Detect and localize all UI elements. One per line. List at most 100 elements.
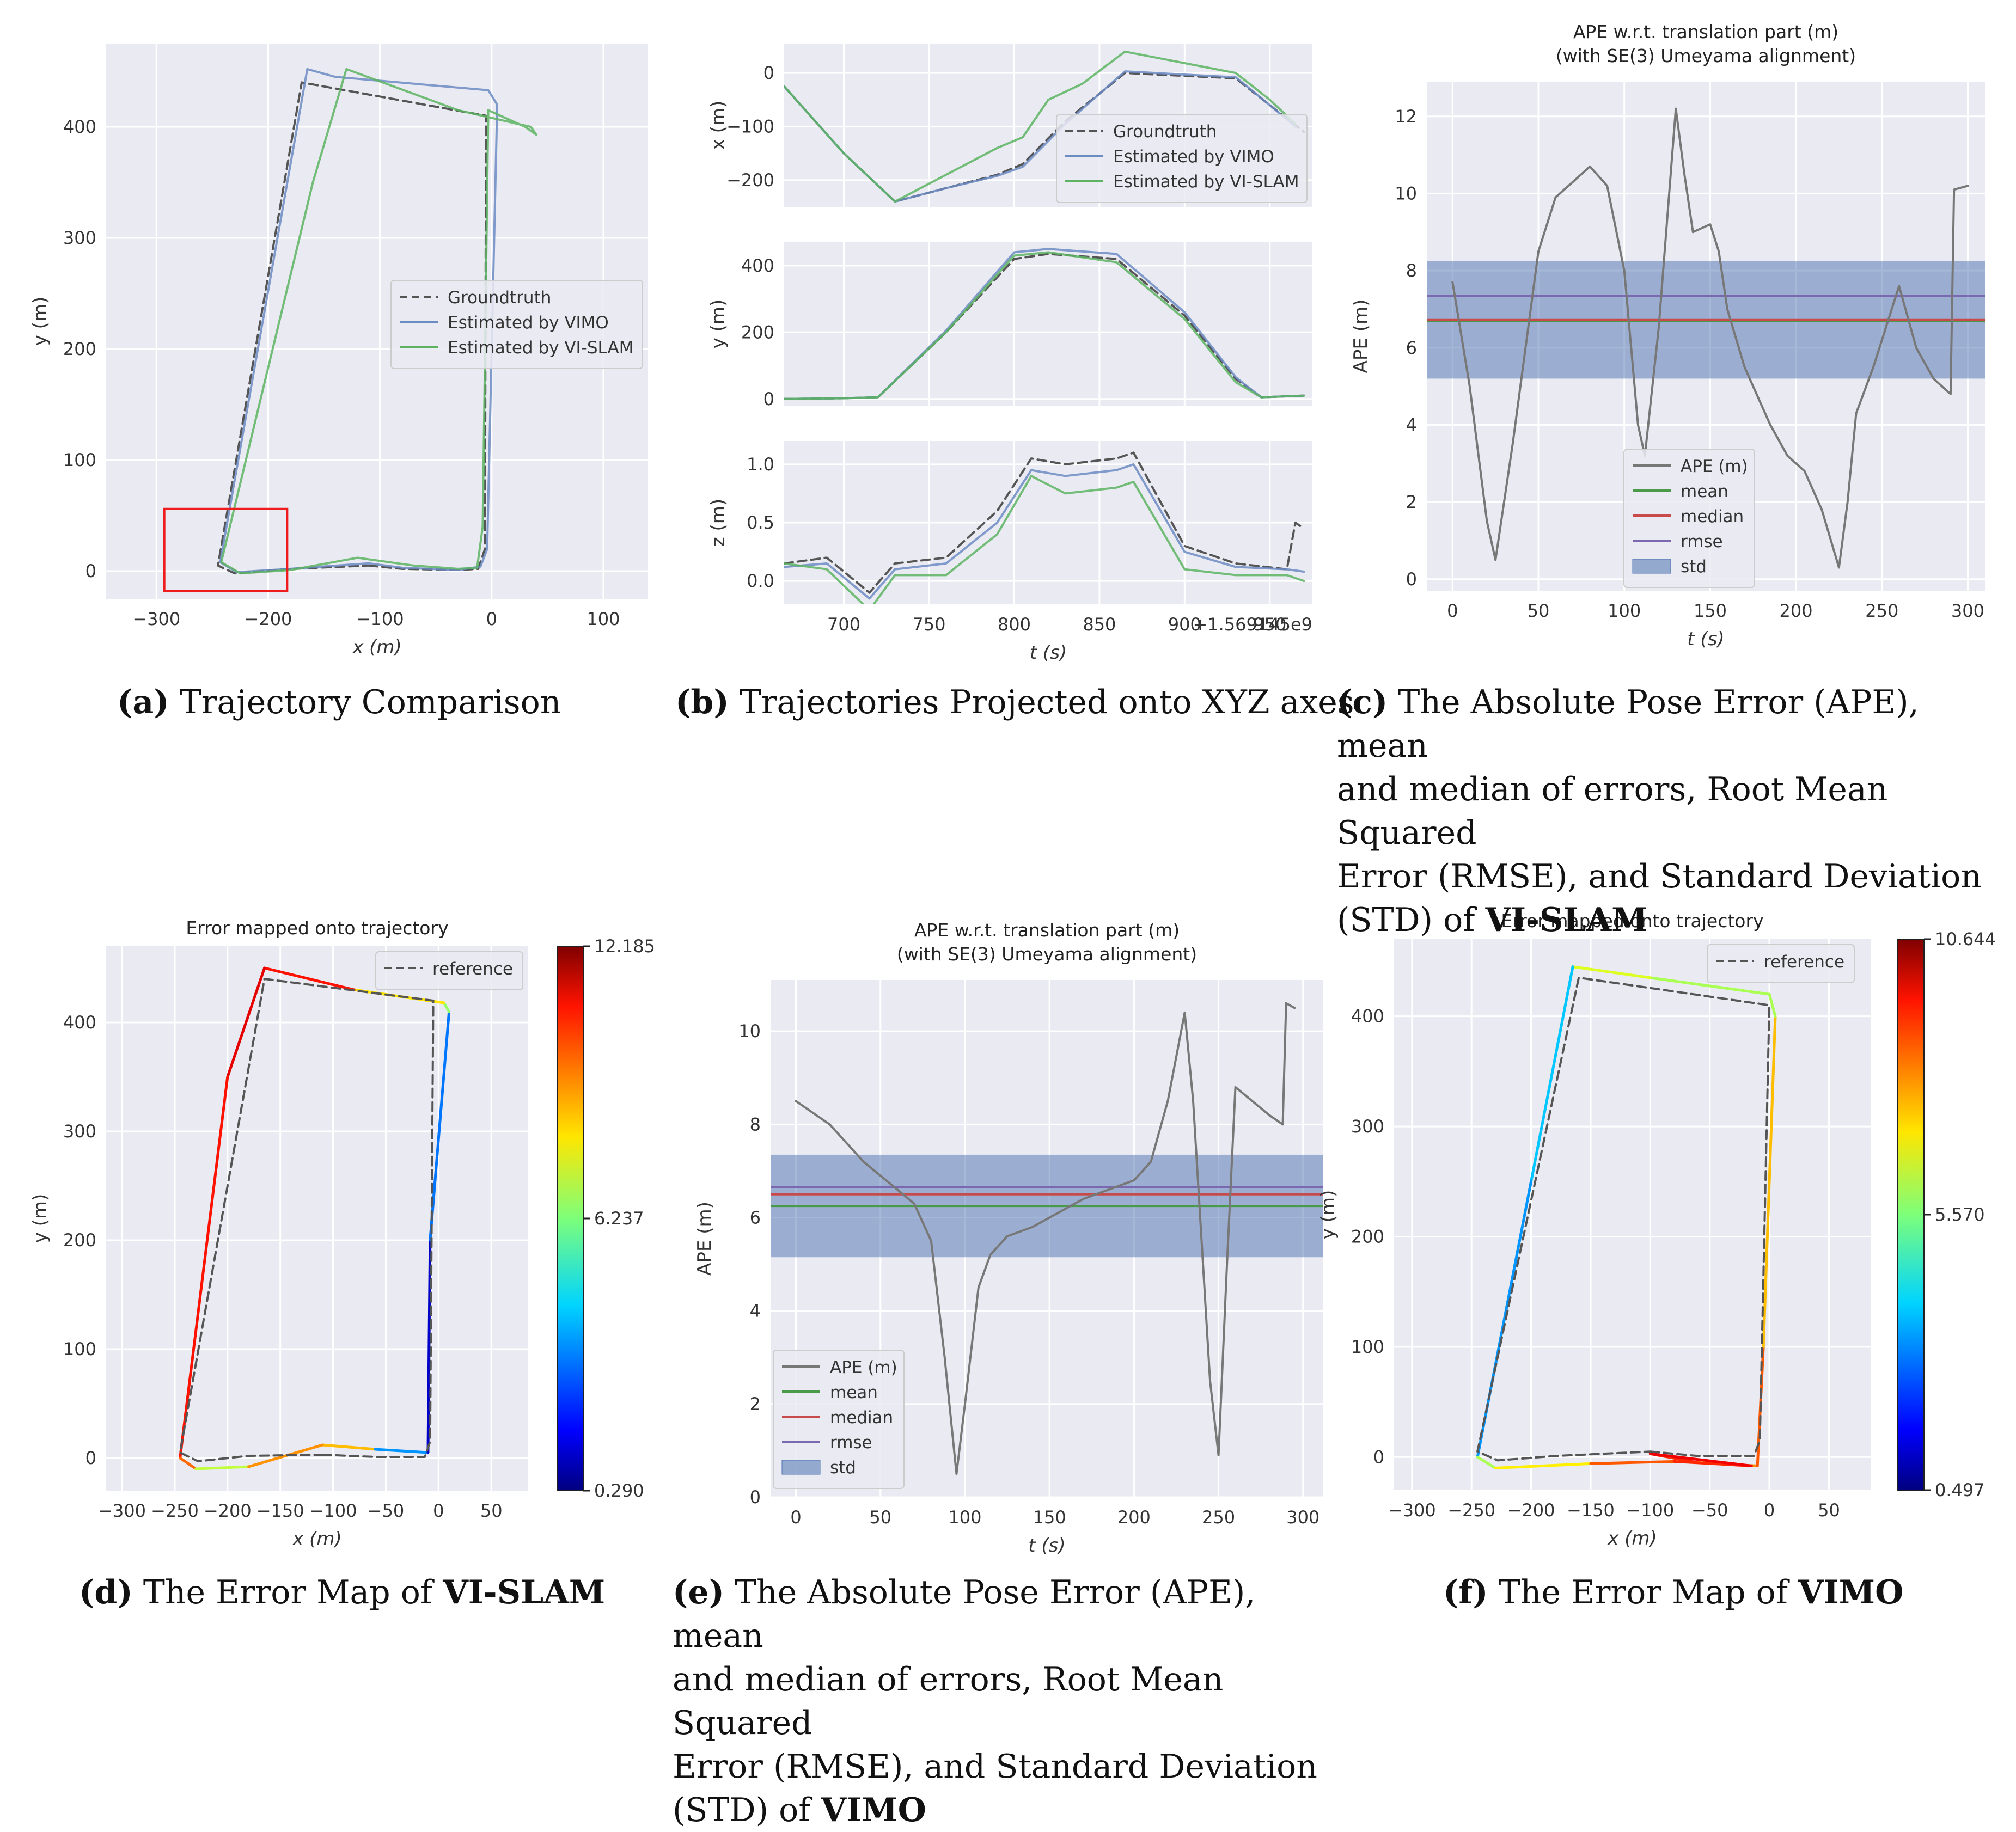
chart-c-xtick-label: 300 xyxy=(1951,601,1984,621)
chart-c-legend-entry: rmse xyxy=(1681,532,1723,552)
chart-b-panel-3-xtick-label: 700 xyxy=(827,614,860,635)
chart-e-xtick-label: 150 xyxy=(1033,1507,1066,1528)
chart-f-colorbar-label: 0.497 xyxy=(1935,1480,1985,1500)
chart-b-panel-3-xtick-label: 900 xyxy=(1168,614,1201,635)
chart-f-plot-background xyxy=(1394,939,1871,1490)
chart-f-yaxis-label: y (m) xyxy=(1317,1190,1339,1240)
chart-f-xtick-label: 50 xyxy=(1818,1500,1840,1521)
chart-b-panel-3-yaxis-label: z (m) xyxy=(707,499,729,547)
chart-b-panel-1-series-line xyxy=(784,50,1297,203)
chart-b-panel-3-xtick-label: 750 xyxy=(912,614,945,635)
chart-d-legend-box xyxy=(375,951,523,990)
chart-f-ytick-label: 400 xyxy=(1351,1006,1384,1027)
chart-e-ytick-label: 10 xyxy=(738,1021,761,1041)
chart-e-xtick-label: 0 xyxy=(790,1507,801,1528)
chart-d-error-segment xyxy=(247,1443,324,1468)
chart-f-xtick-label: −100 xyxy=(1626,1500,1674,1521)
chart-e-xtick-label: 100 xyxy=(948,1507,981,1528)
caption-e-line-3: Error (RMSE), and Standard Deviation xyxy=(673,1748,1317,1786)
chart-a-ytick-label: 0 xyxy=(85,561,96,581)
chart-d-title: Error mapped onto trajectory xyxy=(186,917,448,939)
chart-a-xtick-label: 0 xyxy=(486,609,497,629)
chart-d: −300 −250 −200 −150 −100 −50 0 50 0 100 200 300 400 E… xyxy=(29,917,655,1550)
chart-d-ytick-label: 400 xyxy=(63,1012,96,1033)
chart-f-error-segment xyxy=(1762,1015,1777,1349)
chart-f-xtick-label: −50 xyxy=(1691,1500,1728,1521)
chart-d-ytick-label: 0 xyxy=(85,1448,96,1468)
chart-d-error-segment xyxy=(426,1239,432,1454)
caption-c-text-1: The Absolute Pose Error (APE), mean xyxy=(1337,683,1919,765)
chart-d-xtick-label: 0 xyxy=(433,1500,444,1521)
chart-a-ytick-label: 300 xyxy=(63,228,96,248)
chart-b-panel-1-yaxis-label: x (m) xyxy=(707,101,729,150)
chart-a-ytick-label: 400 xyxy=(63,117,96,137)
chart-b-panel-1-ytick-label: −200 xyxy=(726,170,774,191)
chart-d-error-segment xyxy=(374,1448,430,1454)
chart-d-yaxis-label: y (m) xyxy=(29,1194,51,1243)
chart-c-xtick-label: 0 xyxy=(1447,601,1458,621)
chart-d-xtick-label: −250 xyxy=(151,1500,199,1521)
chart-c-ytick-label: 4 xyxy=(1406,414,1417,435)
chart-c: 0 50 100 150 200 250 300 0 2 4 6 8 10 12 APE w.r.t. tr… xyxy=(1350,21,1985,650)
chart-b-panel-2-ytick-label: 200 xyxy=(741,322,774,342)
caption-e-bold: VIMO xyxy=(821,1791,926,1829)
caption-b: (b) Trajectories Projected onto XYZ axes xyxy=(675,681,1361,724)
chart-b-panel-2-ytick-label: 0 xyxy=(763,389,774,409)
chart-d-plot-background xyxy=(106,946,528,1491)
chart-b-panel-3-xtick-label: 850 xyxy=(1083,614,1116,635)
chart-c-legend-entry: std xyxy=(1681,557,1707,577)
chart-f-xaxis-label: x (m) xyxy=(1607,1528,1657,1549)
chart-e-xtick-label: 200 xyxy=(1117,1507,1151,1528)
caption-b-text: Trajectories Projected onto XYZ axes xyxy=(739,683,1354,721)
chart-f-colorbar xyxy=(1897,939,1925,1491)
chart-e-ytick-label: 6 xyxy=(750,1207,761,1228)
caption-c-bold: VI-SLAM xyxy=(1485,901,1648,939)
chart-d-colorbar-label: 0.290 xyxy=(594,1480,644,1501)
chart-c-legend-entry: APE (m) xyxy=(1681,457,1748,476)
chart-e-legend-entry: rmse xyxy=(830,1433,872,1453)
chart-b-legend-entry: Groundtruth xyxy=(1113,122,1217,142)
chart-a-xtick-label: −100 xyxy=(356,609,404,629)
chart-a-series-line xyxy=(220,68,537,575)
chart-c-xtick-label: 250 xyxy=(1865,601,1898,621)
chart-e-legend-box xyxy=(773,1350,905,1489)
caption-f-label: (f) xyxy=(1443,1573,1488,1612)
chart-f-reference-line xyxy=(1476,976,1771,1462)
caption-e-line-2: and median of errors, Root Mean Squared xyxy=(673,1661,1224,1742)
chart-f-xtick-label: −150 xyxy=(1567,1500,1615,1521)
chart-a-ytick-label: 200 xyxy=(63,339,96,359)
chart-d-error-segment xyxy=(321,1443,377,1451)
chart-f-ytick-label: 0 xyxy=(1373,1447,1384,1467)
chart-a-ytick-label: 100 xyxy=(63,450,96,470)
chart-b-panel-3-series-line xyxy=(784,475,1305,604)
chart-d-legend-entry: reference xyxy=(432,959,513,979)
chart-d-xtick-label: −50 xyxy=(368,1500,405,1521)
chart-d-xaxis-label: x (m) xyxy=(292,1528,342,1550)
chart-d-ytick-label: 100 xyxy=(63,1339,96,1359)
chart-e-ape-line xyxy=(795,1002,1296,1475)
chart-a-highlight-box xyxy=(163,507,289,592)
chart-a-legend-entry: Groundtruth xyxy=(448,288,551,308)
chart-e-ytick-label: 0 xyxy=(750,1487,761,1508)
chart-c-xtick-label: 150 xyxy=(1694,601,1727,621)
chart-f-xtick-label: −250 xyxy=(1447,1500,1495,1521)
chart-e-xtick-label: 50 xyxy=(869,1507,891,1528)
chart-a: −300 −200 −100 0 100 0 100 200 300 400 x (m) y (m) G… xyxy=(29,44,648,658)
chart-e-ytick-label: 8 xyxy=(750,1114,761,1135)
chart-a-yaxis-label: y (m) xyxy=(29,297,51,346)
chart-f-ytick-label: 100 xyxy=(1351,1337,1384,1357)
chart-e-title: APE w.r.t. translation part (m) xyxy=(914,920,1180,941)
chart-f-error-segment xyxy=(1768,992,1777,1018)
chart-b-panel-3-ytick-label: 1.0 xyxy=(747,454,774,475)
chart-a-legend-entry: Estimated by VIMO xyxy=(448,313,609,333)
chart-f-legend-entry: reference xyxy=(1764,952,1844,972)
caption-f: (f) The Error Map of VIMO xyxy=(1443,1571,1988,1614)
chart-d-colorbar-label: 6.237 xyxy=(594,1208,644,1229)
chart-f-error-segment xyxy=(1648,976,1771,996)
caption-d: (d) The Error Map of VI-SLAM xyxy=(79,1571,678,1614)
chart-b-panel-3-ytick-label: 0.0 xyxy=(747,571,774,591)
caption-d-bold: VI-SLAM xyxy=(443,1573,606,1612)
caption-d-label: (d) xyxy=(79,1573,133,1612)
caption-d-text: The Error Map of xyxy=(143,1573,443,1612)
